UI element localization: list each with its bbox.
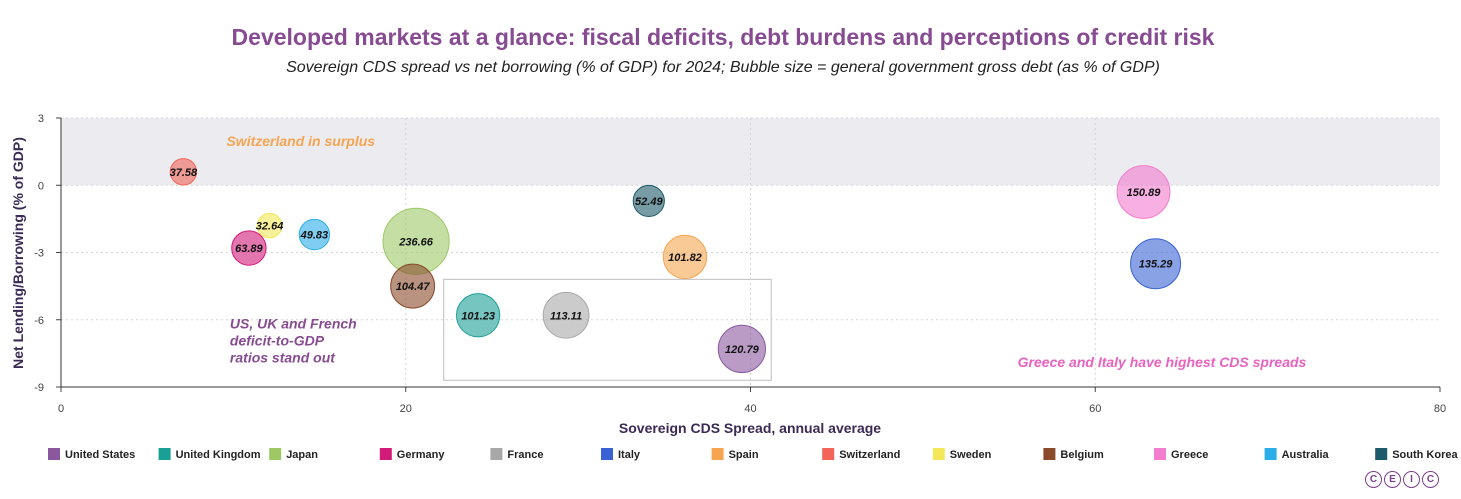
legend-label: Spain xyxy=(729,449,759,461)
legend-swatch xyxy=(1154,448,1166,460)
bubble-france xyxy=(542,291,590,339)
bubble-label-japan: 236.66 xyxy=(398,236,434,248)
legend-item-japan: Japan xyxy=(269,448,318,461)
legend-label: United Kingdom xyxy=(176,449,261,461)
legend-item-sweden: Sweden xyxy=(932,448,992,461)
annotation-line: ratios stand out xyxy=(230,350,336,366)
x-tick-label: 40 xyxy=(744,403,756,415)
bubble-label-greece: 150.89 xyxy=(1127,187,1162,199)
annotation-line: Switzerland in surplus xyxy=(226,133,375,149)
chart-subtitle: Sovereign CDS spread vs net borrowing (%… xyxy=(286,59,1160,76)
legend-item-united-kingdom: United Kingdom xyxy=(158,448,261,461)
legend-label: United States xyxy=(65,449,135,461)
highlight-box xyxy=(443,278,772,381)
legend-item-switzerland: Switzerland xyxy=(822,448,900,461)
y-tick-label: 3 xyxy=(38,113,44,125)
legend-item-germany: Germany xyxy=(379,448,446,461)
legend-label: Belgium xyxy=(1060,449,1104,461)
bubble-germany xyxy=(231,230,267,266)
legend-swatch xyxy=(490,448,503,460)
legend-label: Italy xyxy=(618,449,641,461)
y-axis-title: Net Lending/Borrowing (% of GDP) xyxy=(10,137,26,369)
y-tick-label: 0 xyxy=(38,180,44,192)
annotation-line: US, UK and French xyxy=(230,316,357,332)
legend: United States United Kingdom Japan Germany F… xyxy=(48,448,1458,461)
bubble-label-switzerland: 37.58 xyxy=(170,167,198,179)
bubble-greece xyxy=(1116,165,1171,219)
legend-swatch xyxy=(158,448,171,460)
logo-letter: E xyxy=(1384,471,1401,488)
annotation-line: deficit-to-GDP xyxy=(230,333,325,349)
annotation-line: Greece and Italy have highest CDS spread… xyxy=(1018,354,1307,370)
legend-item-belgium: Belgium xyxy=(1043,448,1104,461)
bubble-label-spain: 101.82 xyxy=(668,252,702,264)
legend-item-south-korea: South Korea xyxy=(1375,448,1458,461)
logo-letter: C xyxy=(1365,471,1382,488)
bubble-label-united-states: 120.79 xyxy=(725,344,760,356)
legend-swatch xyxy=(822,448,835,460)
legend-item-italy: Italy xyxy=(601,448,641,461)
legend-swatch xyxy=(1043,448,1056,460)
bubbles xyxy=(169,158,1182,374)
x-tick-label: 20 xyxy=(400,403,412,415)
x-tick-label: 0 xyxy=(58,403,64,415)
bubble-spain xyxy=(662,234,708,280)
bubble-sweden xyxy=(256,212,283,239)
bubble-label-italy: 135.29 xyxy=(1139,259,1174,271)
legend-label: Germany xyxy=(397,449,446,461)
legend-item-united-states: United States xyxy=(48,448,135,461)
x-tick-label: 80 xyxy=(1434,403,1446,415)
legend-item-spain: Spain xyxy=(711,448,759,461)
x-axis-title: Sovereign CDS Spread, annual average xyxy=(619,420,881,436)
legend-item-greece: Greece xyxy=(1154,448,1208,461)
legend-label: South Korea xyxy=(1392,449,1458,461)
bubble-label-belgium: 104.47 xyxy=(396,281,431,293)
legend-item-france: France xyxy=(490,448,543,461)
bubble-switzerland xyxy=(169,158,198,186)
bubble-south-korea xyxy=(632,184,665,218)
legend-swatch xyxy=(379,448,392,460)
axes: 0 20 40 60 80 3 0 -3 -6 -9 xyxy=(34,113,1446,415)
bubble-label-australia: 49.83 xyxy=(300,230,329,242)
bubble-label-france: 113.11 xyxy=(550,310,582,322)
bubble-australia xyxy=(298,218,331,251)
legend-swatch xyxy=(1375,448,1388,460)
bubble-labels: 120.79 101.23 236.66 63.89 113.11 135.29 101.8… xyxy=(170,167,1174,356)
chart-title: Developed markets at a glance: fiscal de… xyxy=(231,24,1215,50)
legend-item-australia: Australia xyxy=(1264,448,1330,461)
bubble-united-states xyxy=(717,324,767,374)
x-tick-label: 60 xyxy=(1089,403,1101,415)
annotations: Switzerland in surplus US, UK and French d… xyxy=(226,133,1306,370)
annotation: Switzerland in surplus xyxy=(226,133,375,149)
legend-swatch xyxy=(601,448,613,460)
logo-letter: C xyxy=(1422,471,1439,488)
bubble-belgium xyxy=(390,263,436,309)
bubble-label-south-korea: 52.49 xyxy=(635,196,663,208)
bubble-label-germany: 63.89 xyxy=(235,243,263,255)
bubble-italy xyxy=(1130,238,1182,290)
legend-label: Australia xyxy=(1282,449,1330,461)
legend-swatch xyxy=(711,448,724,460)
y-tick-label: -6 xyxy=(34,315,44,327)
legend-label: France xyxy=(507,449,543,461)
legend-swatch xyxy=(932,448,945,460)
annotation: Greece and Italy have highest CDS spread… xyxy=(1018,354,1307,370)
logo-letter: I xyxy=(1403,471,1420,488)
legend-swatch xyxy=(48,448,60,460)
y-tick-label: -9 xyxy=(34,382,44,394)
y-tick-label: -3 xyxy=(34,248,44,260)
legend-label: Japan xyxy=(286,449,318,461)
bubble-united-kingdom xyxy=(456,293,501,338)
legend-label: Switzerland xyxy=(839,449,900,461)
annotation: US, UK and French deficit-to-GDP ratios st… xyxy=(230,316,357,366)
legend-label: Greece xyxy=(1171,449,1208,461)
bubble-label-united-kingdom: 101.23 xyxy=(461,310,495,322)
legend-label: Sweden xyxy=(950,449,992,461)
legend-swatch xyxy=(1264,448,1277,460)
bubble-label-sweden: 32.64 xyxy=(256,221,284,233)
legend-swatch xyxy=(269,448,282,460)
